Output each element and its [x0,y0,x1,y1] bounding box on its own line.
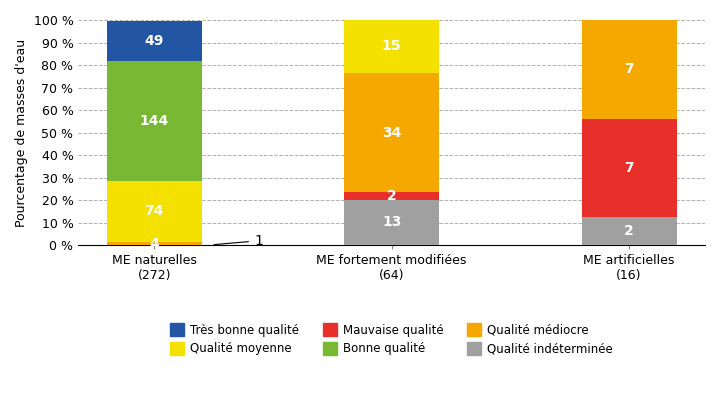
Bar [344,200,439,245]
Bar [582,20,677,118]
Text: 49: 49 [145,34,164,48]
Text: 7: 7 [624,62,634,76]
Bar [344,73,439,192]
Legend: Très bonne qualité, Qualité moyenne, Mauvaise qualité, Bonne qualité, Qualité mé: Très bonne qualité, Qualité moyenne, Mau… [166,319,618,360]
Text: 4: 4 [149,237,159,251]
Text: 15: 15 [382,40,401,54]
Text: 7: 7 [624,161,634,175]
Bar [107,62,202,181]
Bar [344,20,439,73]
Text: 74: 74 [145,204,164,218]
Bar [582,217,677,245]
Y-axis label: Pourcentage de masses d'eau: Pourcentage de masses d'eau [15,38,28,227]
Text: 2: 2 [387,189,397,203]
Text: 13: 13 [382,216,401,230]
Text: 2: 2 [624,224,634,238]
Text: 34: 34 [382,126,401,140]
Text: 1: 1 [214,234,263,248]
Bar [107,21,202,62]
Bar [107,242,202,245]
Bar [582,118,677,217]
Bar [344,192,439,200]
Bar [107,181,202,242]
Text: 144: 144 [140,114,169,128]
